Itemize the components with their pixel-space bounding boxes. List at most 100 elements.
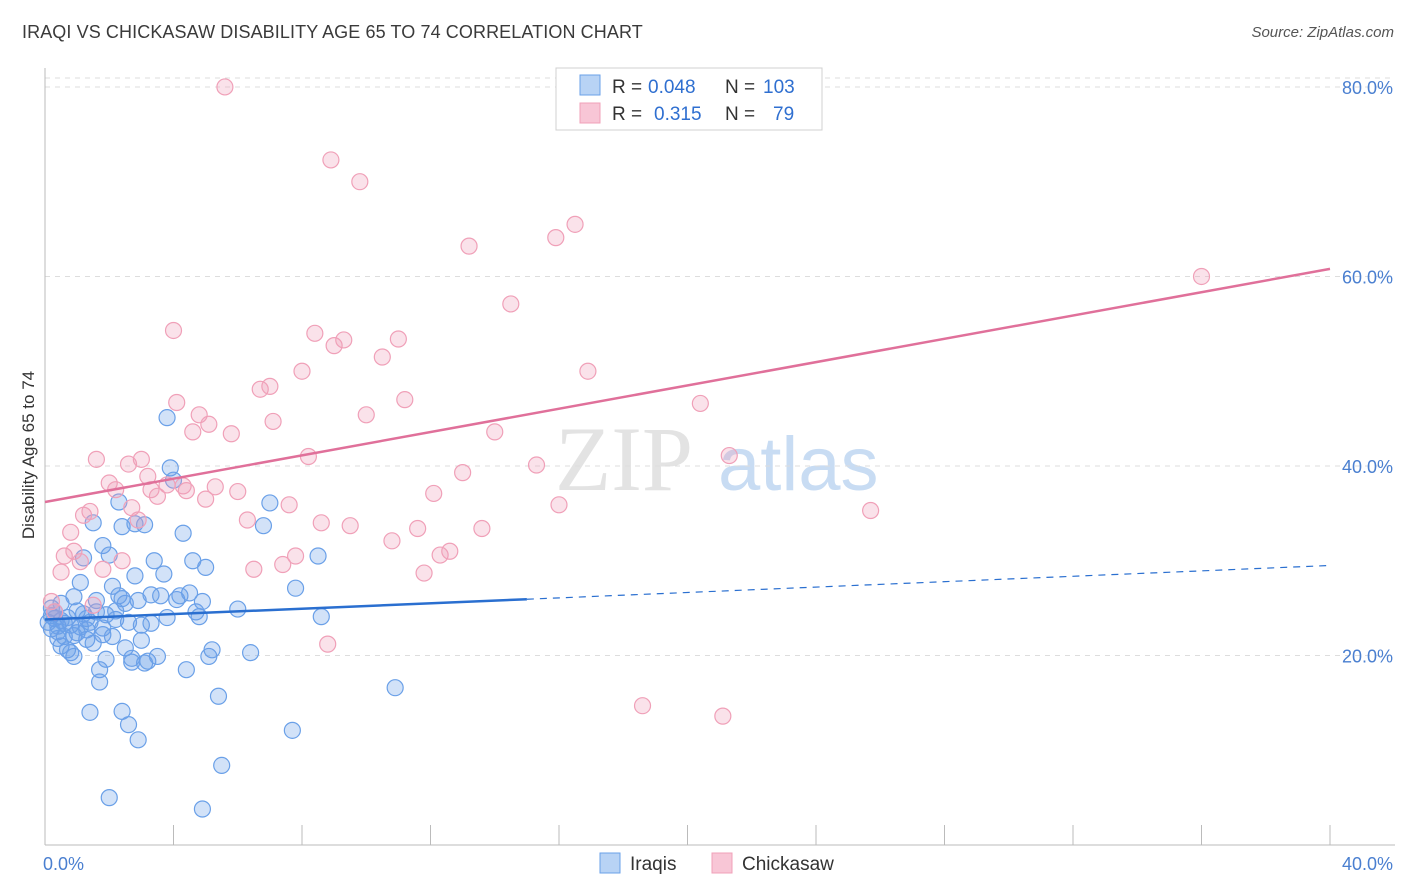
iraqi-point: [203, 641, 221, 659]
chickasaw-point: [383, 532, 401, 550]
chickasaw-point: [119, 455, 138, 473]
iraqi-point: [91, 661, 109, 679]
watermark-zip: ZIP: [555, 408, 693, 510]
iraqi-point: [193, 592, 212, 611]
chickasaw-point: [454, 464, 472, 482]
iraqi-point: [242, 644, 260, 662]
chickasaw-point: [94, 560, 112, 578]
legend-r-value-1: 0.048: [648, 77, 696, 98]
chickasaw-point: [286, 547, 305, 565]
iraqi-point: [312, 608, 330, 626]
iraqi-point: [386, 679, 404, 697]
chickasaw-point: [396, 391, 414, 409]
chickasaw-point: [425, 484, 443, 503]
bottom-legend-iraqis: Iraqis: [630, 854, 676, 875]
iraqi-point: [174, 524, 192, 542]
legend-r-value-2: 0.315: [654, 104, 702, 125]
chickasaw-point: [486, 423, 504, 441]
iraqi-point: [126, 567, 144, 585]
chickasaw-point: [299, 447, 318, 466]
chickasaw-point: [527, 456, 546, 474]
chickasaw-point: [65, 542, 83, 560]
iraqi-point: [261, 494, 279, 512]
iraqi-point: [119, 716, 138, 734]
chickasaw-point: [168, 393, 186, 412]
iraqi-point: [58, 641, 77, 659]
chickasaw-point: [62, 523, 80, 541]
iraqi-point: [152, 587, 170, 605]
iraqi-point: [197, 558, 215, 576]
chickasaw-point: [55, 547, 73, 565]
iraqi-point: [116, 639, 134, 657]
chickasaw-point: [87, 450, 106, 468]
y-axis-title: Disability Age 65 to 74: [19, 371, 38, 539]
chickasaw-point: [633, 697, 652, 715]
iraqi-point: [81, 703, 99, 721]
chickasaw-point: [71, 553, 89, 571]
iraqi-point: [283, 721, 301, 739]
iraqi-point: [139, 652, 157, 670]
chickasaw-point: [312, 514, 330, 532]
iraqi-trend-extension: [526, 564, 1331, 600]
chickasaw-point: [460, 237, 478, 255]
iraqi-point: [113, 518, 131, 536]
iraqi-point: [177, 661, 195, 679]
chickasaw-point: [52, 563, 70, 581]
iraqi-point: [158, 409, 176, 427]
x-tick-label-min: 0.0%: [43, 854, 84, 874]
y-tick-label: 40.0%: [1342, 457, 1393, 477]
iraqi-point: [148, 647, 167, 666]
iraqi-point: [142, 614, 160, 632]
iraqi-point: [116, 594, 134, 612]
chickasaw-point: [81, 502, 99, 521]
legend-n-label-1: N =: [725, 77, 755, 98]
iraqi-point: [209, 687, 228, 705]
iraqi-point: [94, 536, 112, 555]
legend-n-value-1: 103: [763, 77, 795, 98]
chickasaw-point: [547, 229, 565, 247]
chickasaw-point: [579, 362, 597, 380]
iraqi-point: [113, 590, 131, 608]
iraqi-point: [94, 619, 112, 637]
chickasaw-point: [42, 592, 61, 611]
chickasaw-point: [129, 511, 147, 529]
chickasaw-point: [238, 511, 256, 529]
chickasaw-point: [132, 450, 150, 468]
chickasaw-point: [206, 478, 224, 496]
legend-swatch-chickasaw: [579, 102, 601, 124]
chickasaw-point: [274, 555, 292, 574]
chickasaw-point: [222, 425, 240, 443]
iraqi-point: [100, 789, 118, 807]
iraqi-point: [87, 591, 106, 610]
chickasaw-point: [251, 380, 269, 398]
y-tick-label: 80.0%: [1342, 78, 1393, 98]
chickasaw-point: [322, 151, 340, 169]
chart-title: IRAQI VS CHICKASAW DISABILITY AGE 65 TO …: [22, 22, 643, 42]
chickasaw-point: [216, 78, 234, 96]
chickasaw-point: [691, 394, 709, 413]
chickasaw-point: [720, 446, 738, 465]
chickasaw-point: [325, 337, 343, 355]
chickasaw-point: [84, 596, 102, 614]
iraqi-point: [71, 573, 89, 592]
iraqi-point: [254, 517, 273, 535]
chickasaw-point: [177, 482, 195, 500]
chickasaw-point: [335, 331, 353, 349]
chickasaw-point: [473, 519, 491, 538]
iraqi-point: [229, 600, 247, 618]
chickasaw-point: [502, 295, 520, 313]
y-tick-label: 20.0%: [1342, 646, 1393, 666]
iraqi-point: [129, 731, 147, 749]
iraqi-point: [190, 608, 208, 626]
iraqi-point: [155, 565, 173, 583]
series-legend: Iraqis Chickasaw: [599, 852, 834, 875]
chickasaw-point: [431, 546, 449, 564]
source-credit: Source: ZipAtlas.com: [1251, 24, 1394, 41]
iraqi-point: [52, 611, 70, 630]
chickasaw-point: [264, 412, 282, 431]
chickasaw-point: [409, 519, 427, 538]
chickasaw-point: [1192, 267, 1211, 286]
iraqi-point: [65, 588, 83, 606]
iraqi-point: [97, 606, 115, 624]
